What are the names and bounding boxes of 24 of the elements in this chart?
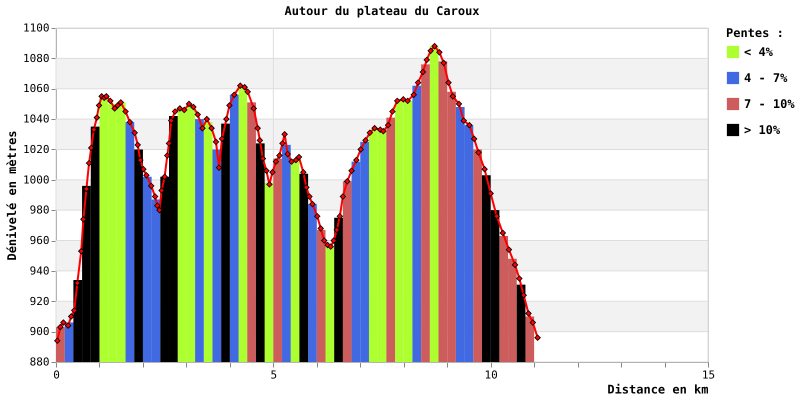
- x-tick-label: 0: [53, 368, 60, 382]
- y-tick-label: 1020: [23, 142, 50, 156]
- x-tick-label: 10: [484, 368, 498, 382]
- y-tick-label: 900: [30, 325, 50, 338]
- y-tick-label: 980: [30, 204, 50, 217]
- chart-title: Autour du plateau du Caroux: [284, 4, 480, 18]
- y-tick-label: 1060: [23, 82, 50, 96]
- x-tick-label: 5: [270, 368, 278, 382]
- y-tick-label: 1100: [23, 22, 50, 34]
- y-tick-label: 1040: [23, 112, 50, 126]
- y-tick-label: 940: [30, 264, 50, 278]
- y-tick-label: 1080: [23, 52, 50, 65]
- legend-label: 4 - 7%: [744, 71, 788, 85]
- y-tick-label: 920: [30, 294, 50, 308]
- y-tick-label: 880: [30, 356, 50, 368]
- y-tick-label: 1000: [23, 173, 50, 186]
- y-tick-label: 960: [30, 234, 50, 248]
- legend-title: Pentes :: [726, 26, 784, 40]
- x-axis-title: Distance en km: [607, 382, 708, 396]
- y-axis-title: Dénivelé en mètres: [5, 130, 20, 261]
- legend-label: < 4%: [744, 45, 774, 59]
- legend-label: > 10%: [744, 123, 781, 137]
- legend-label: 7 - 10%: [744, 97, 796, 111]
- x-tick-label: 15: [702, 368, 716, 382]
